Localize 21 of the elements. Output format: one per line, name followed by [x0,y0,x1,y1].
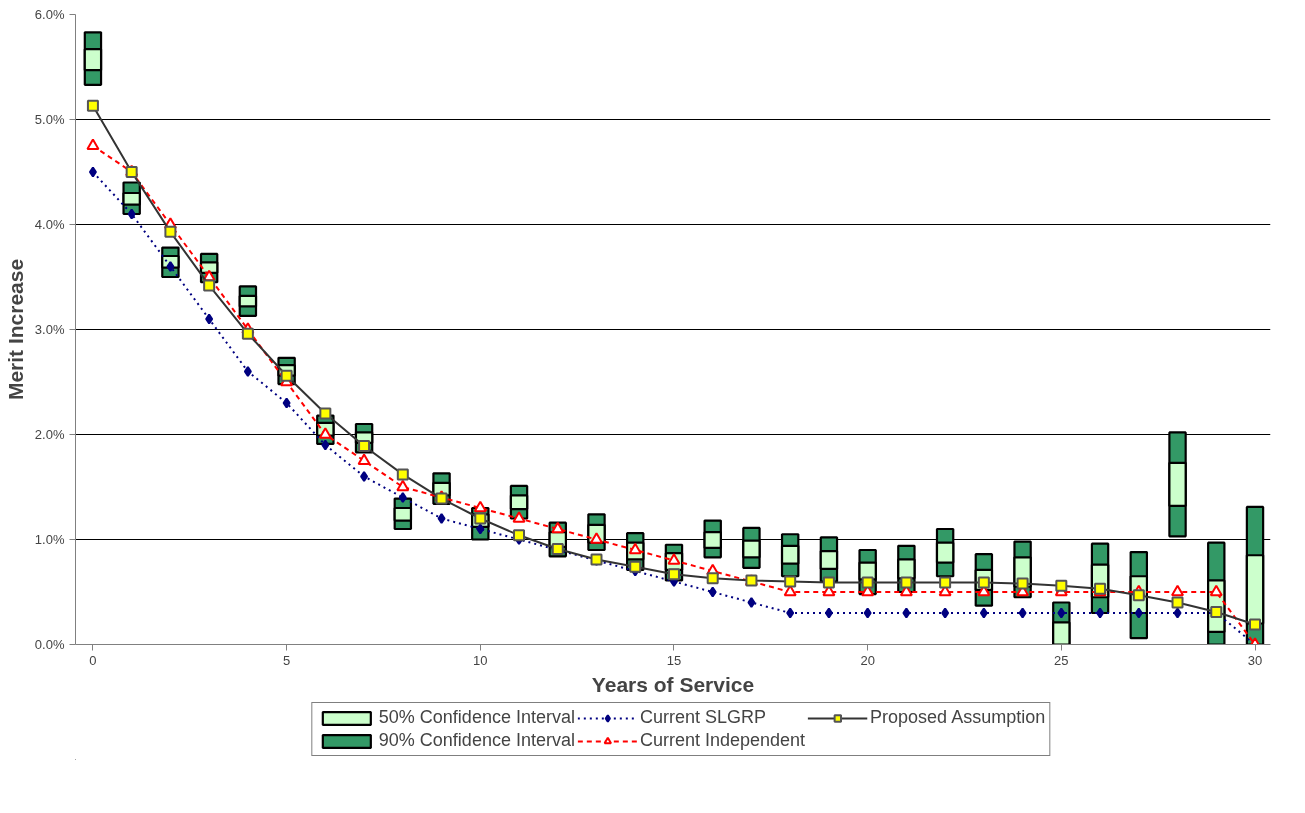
x-tick-label: 15 [666,652,682,668]
legend-label: 50% Confidence Interval [378,707,575,728]
x-tick-label: 20 [860,652,875,668]
x-axis-title: Years of Service [591,672,755,696]
x-tick-label: 5 [283,652,291,668]
x-tick-label: 30 [1247,652,1263,668]
x-tick-label: 25 [1054,652,1069,668]
y-tick-label: 5.0% [34,112,65,127]
x-tick-label: 10 [473,652,488,668]
x-tick-label: 0 [89,652,97,668]
y-tick-label: 2.0% [34,427,65,442]
y-tick-label: 3.0% [34,322,65,337]
legend-label: Current Independent [639,730,806,751]
y-tick-label: 4.0% [34,217,65,232]
legend-label: 90% Confidence Interval [378,730,575,751]
y-tick-label: 0.0% [34,637,65,652]
legend-label: Current SLGRP [639,707,766,728]
y-tick-label: 1.0% [34,532,65,547]
y-axis-title: Merit Increase [3,258,27,401]
legend-label: Proposed Assumption [870,707,1046,728]
y-tick-label: 6.0% [34,7,65,22]
